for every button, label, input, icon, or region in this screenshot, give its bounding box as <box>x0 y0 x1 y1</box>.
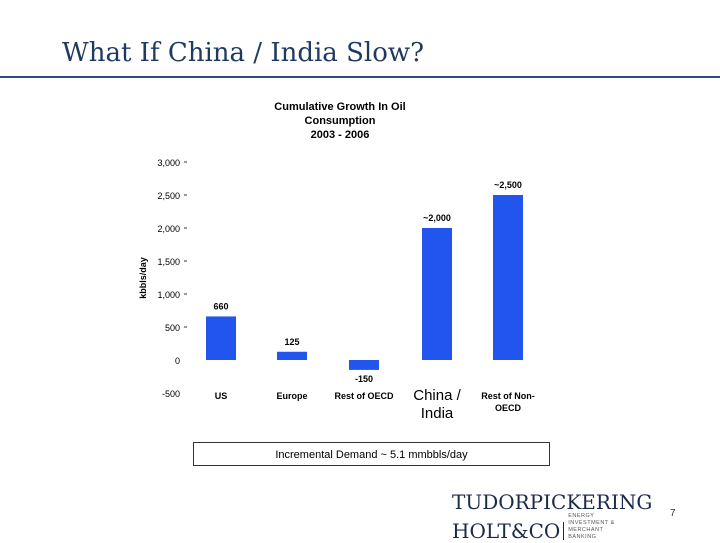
chart-title-line-3: 2003 - 2006 <box>310 129 370 141</box>
category-label: OECD <box>495 403 522 413</box>
y-tick-label: 1,500 <box>157 257 180 267</box>
category-label: Rest of OECD <box>334 391 394 401</box>
y-tick-label: 2,000 <box>157 224 180 234</box>
company-logo: TUDORPICKERING HOLT&CO ENERGY INVESTMENT… <box>452 490 653 543</box>
logo-tagline-1: ENERGY INVESTMENT & <box>568 513 615 526</box>
data-label: 660 <box>213 301 228 311</box>
title-divider <box>0 76 720 78</box>
logo-line-2: HOLT&CO <box>452 519 561 543</box>
bar <box>349 360 379 370</box>
page-number: 7 <box>670 508 676 519</box>
chart-title-line-1: Cumulative Growth In Oil <box>274 101 406 113</box>
data-label: 125 <box>284 337 299 347</box>
chart-title: Cumulative Growth In Oil Consumption 200… <box>240 100 440 142</box>
category-label: China / <box>413 387 461 404</box>
y-tick-label: 2,500 <box>157 191 180 201</box>
data-label: ~2,000 <box>423 213 451 223</box>
bar <box>277 351 307 360</box>
category-label: Europe <box>276 391 307 401</box>
y-tick-label: 500 <box>165 323 180 333</box>
logo-line-1: TUDORPICKERING <box>452 490 653 514</box>
chart-title-line-2: Consumption <box>304 115 376 127</box>
y-tick-label: 1,000 <box>157 290 180 300</box>
y-axis-label: kbbls/day <box>138 257 148 299</box>
bar <box>206 316 236 360</box>
y-tick-label: 0 <box>175 356 180 366</box>
logo-tagline-2: MERCHANT BANKING <box>568 527 604 540</box>
incremental-demand-note: Incremental Demand ~ 5.1 mmbbls/day <box>193 442 550 466</box>
bar <box>422 228 452 360</box>
category-label: Rest of Non- <box>481 391 535 401</box>
y-tick-label: -500 <box>162 389 180 399</box>
category-label: US <box>215 391 228 401</box>
data-label: ~2,500 <box>494 180 522 190</box>
category-label: India <box>421 405 454 422</box>
data-label: -150 <box>355 374 373 384</box>
slide-title: What If China / India Slow? <box>62 38 425 68</box>
bar <box>493 195 523 360</box>
y-tick-label: 3,000 <box>157 158 180 168</box>
logo-separator <box>563 522 565 540</box>
